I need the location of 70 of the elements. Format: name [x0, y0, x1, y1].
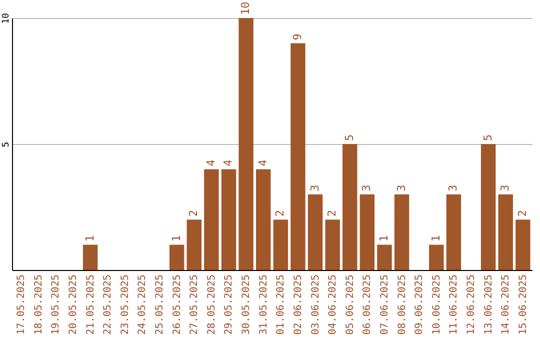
data-label: 1	[83, 235, 96, 242]
bar	[238, 18, 254, 270]
data-label: 1	[429, 235, 442, 242]
x-tick-label: 05.06.2025	[344, 274, 356, 335]
bar	[204, 169, 219, 270]
data-label: 5	[481, 134, 494, 141]
data-label: 3	[446, 184, 460, 192]
x-tick-label: 29.05.2025	[224, 274, 235, 335]
data-label: 2	[326, 210, 339, 217]
bar	[394, 194, 410, 270]
x-tick-label: 11.06.2025	[448, 274, 460, 335]
bar	[446, 194, 462, 270]
x-tick-label: 04.06.2025	[328, 274, 339, 335]
x-tick-label: 20.05.2025	[68, 274, 79, 335]
data-label: 2	[274, 210, 287, 217]
x-tick-label: 17.05.2025	[16, 274, 28, 335]
bar	[325, 220, 340, 270]
x-tick-label: 25.05.2025	[154, 274, 166, 335]
bar	[221, 169, 236, 270]
data-label: 5	[342, 134, 356, 141]
x-tick-label: 08.06.2025	[396, 274, 408, 335]
x-tick-label: 09.06.2025	[414, 274, 426, 335]
x-tick-label: 07.06.2025	[379, 274, 390, 335]
x-tick-label: 27.05.2025	[189, 274, 200, 335]
data-label: 4	[222, 159, 235, 166]
bar	[273, 220, 288, 270]
x-tick-label: 26.05.2025	[172, 274, 183, 335]
data-label: 3	[498, 184, 512, 192]
x-tick-label: 01.06.2025	[276, 274, 287, 335]
data-label: 4	[256, 159, 270, 166]
data-label: 2	[187, 210, 200, 217]
x-tick-label: 21.05.2025	[85, 274, 96, 335]
bar	[498, 194, 513, 270]
x-tick-label: 19.05.2025	[50, 274, 62, 335]
data-label: 1	[377, 235, 390, 242]
data-label: 3	[308, 184, 322, 192]
bar	[516, 220, 530, 270]
x-tick-label: 24.05.2025	[137, 274, 148, 335]
bar	[377, 244, 392, 270]
data-label: 2	[516, 210, 529, 217]
x-tick-label: 15.06.2025	[518, 274, 529, 335]
data-label: 3	[360, 184, 374, 192]
x-tick-label: 30.05.2025	[241, 274, 252, 335]
x-tick-label: 14.06.2025	[500, 274, 512, 335]
bar	[82, 244, 98, 270]
bar	[429, 244, 444, 270]
data-label: 9	[290, 34, 304, 40]
bar	[342, 144, 358, 270]
data-label: 4	[204, 159, 218, 166]
bar	[290, 43, 306, 270]
data-label: 3	[394, 184, 408, 192]
bar	[169, 244, 184, 270]
bar	[256, 169, 271, 270]
data-label: 10	[239, 2, 252, 15]
x-tick-label: 03.06.2025	[310, 274, 322, 335]
x-tick-label: 02.06.2025	[292, 274, 304, 335]
x-tick-label: 06.06.2025	[362, 274, 374, 335]
x-tick-label: 31.05.2025	[258, 274, 270, 335]
x-tick-label: 13.06.2025	[483, 274, 494, 335]
x-tick-label: 12.06.2025	[466, 274, 477, 335]
x-tick-label: 18.05.2025	[33, 274, 44, 335]
data-label: 1	[170, 235, 183, 242]
bar	[480, 144, 496, 270]
x-tick-label: 28.05.2025	[206, 274, 218, 335]
x-tick-label: 23.05.2025	[120, 274, 131, 335]
bar	[308, 194, 323, 270]
x-tick-label: 22.05.2025	[102, 274, 114, 335]
bar	[360, 194, 375, 270]
x-tick-label: 10.06.2025	[431, 274, 442, 335]
bar	[186, 220, 202, 270]
